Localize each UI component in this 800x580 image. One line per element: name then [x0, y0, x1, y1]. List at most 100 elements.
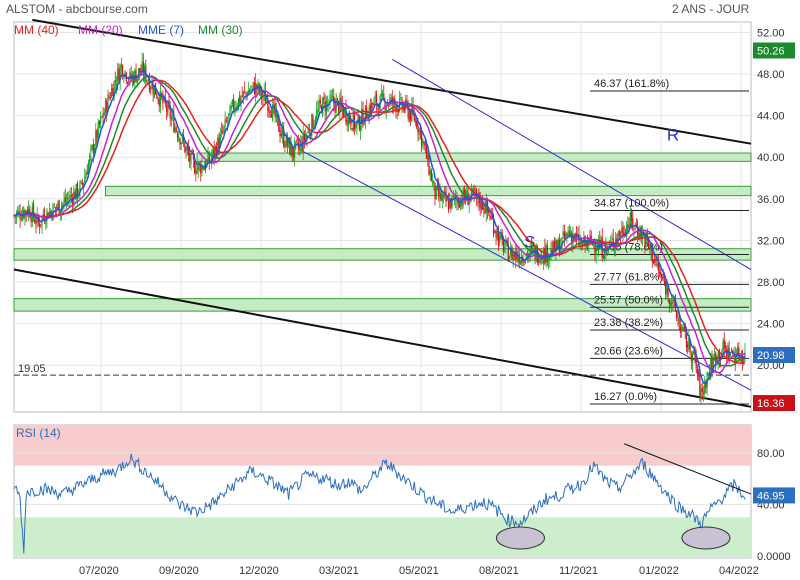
candle-body [717, 351, 719, 362]
candle-body [351, 128, 353, 131]
candle-body [722, 341, 724, 356]
candle-body [269, 111, 271, 114]
candle-body [414, 118, 417, 123]
candle-body [484, 208, 486, 214]
candle-body [560, 245, 562, 254]
fib-level-label: 16.27 (0.0%) [594, 391, 657, 403]
candle-body [602, 255, 605, 259]
candle-body [257, 82, 259, 88]
candle-body [666, 285, 668, 294]
candle-body [423, 141, 425, 145]
candle-body [460, 198, 462, 207]
candle-body [76, 182, 79, 198]
candle-body [626, 225, 628, 237]
candle-body [330, 97, 332, 99]
candle-body [65, 200, 68, 202]
rsi-low-marker [681, 526, 731, 550]
candle-body [672, 297, 674, 303]
candle-body [212, 149, 214, 156]
candle-body [91, 145, 93, 149]
candle-body [329, 94, 331, 103]
candle-body [473, 187, 475, 195]
candle-body [700, 389, 702, 399]
candle-body [641, 233, 644, 240]
x-tick-label: 12/2020 [239, 565, 279, 577]
candle-body [322, 97, 324, 116]
candle-body [719, 356, 722, 358]
candle-body [152, 85, 154, 94]
candle-body [463, 188, 465, 199]
candle-body [47, 212, 49, 219]
candle-body [425, 145, 428, 159]
x-tick-label: 11/2021 [559, 565, 598, 577]
candle-body [650, 247, 652, 252]
candle-body [418, 128, 420, 135]
period-label: 2 ANS - JOUR [672, 2, 750, 16]
candle-body [645, 233, 647, 245]
rsi-value-tag-bg [753, 487, 795, 504]
candle-body [197, 162, 199, 171]
candle-body [390, 96, 392, 102]
candle-body [729, 353, 731, 357]
rsi-overbought-zone [14, 425, 751, 466]
candle-body [285, 134, 287, 148]
candle-body [28, 207, 30, 216]
candle-body [633, 228, 635, 230]
y-tick-label: 24.00 [757, 319, 785, 331]
candle-body [623, 232, 625, 236]
candle-body [541, 262, 544, 263]
candle-body [148, 78, 151, 91]
candle-body [276, 114, 279, 118]
candle-body [64, 197, 66, 203]
candle-body [165, 105, 168, 112]
candle-body [303, 133, 306, 141]
candle-body [455, 196, 457, 200]
candle-body [519, 260, 522, 265]
candle-body [452, 196, 454, 198]
candle-body [547, 258, 550, 261]
candle-body [275, 111, 277, 118]
candle-body [737, 346, 739, 355]
candle-body [676, 311, 678, 319]
candle-body [489, 215, 491, 219]
candle-body [13, 215, 15, 216]
candle-body [53, 206, 55, 208]
candle-body [435, 185, 437, 200]
candle-body [397, 109, 400, 112]
candle-body [597, 242, 600, 252]
candle-body [372, 103, 374, 105]
candle-body [18, 210, 20, 214]
candle-body [678, 317, 680, 325]
low-price-tag: 16.36 [757, 398, 785, 410]
candle-body [237, 97, 240, 109]
candle-body [151, 82, 153, 89]
candle-body [661, 274, 663, 280]
candle-body [247, 90, 249, 95]
candle-body [104, 100, 107, 114]
candle-body [434, 182, 436, 199]
candle-body [75, 183, 77, 200]
candle-body [106, 101, 108, 113]
candle-body [713, 354, 716, 356]
candle-body [141, 61, 143, 71]
candle-body [317, 109, 319, 112]
candle-body [369, 105, 371, 114]
candle-body [616, 238, 618, 242]
candle-body [477, 193, 479, 200]
fib-level-label: 34.87 (100.0%) [594, 198, 669, 210]
candle-body [517, 257, 519, 261]
candle-body [712, 357, 714, 369]
candle-body [530, 245, 533, 248]
candle-body [730, 348, 733, 352]
candle-body [577, 234, 579, 236]
legend-mm20: MM (20) [78, 23, 123, 37]
last-price-tag: 20.98 [757, 350, 785, 362]
candle-body [274, 103, 276, 117]
candle-body [710, 359, 712, 376]
candle-body [540, 258, 542, 260]
candle-body [57, 202, 59, 208]
current-price-tag-bg [753, 42, 795, 59]
candle-body [19, 212, 21, 219]
candle-body [30, 218, 32, 222]
candle-body [566, 233, 568, 237]
